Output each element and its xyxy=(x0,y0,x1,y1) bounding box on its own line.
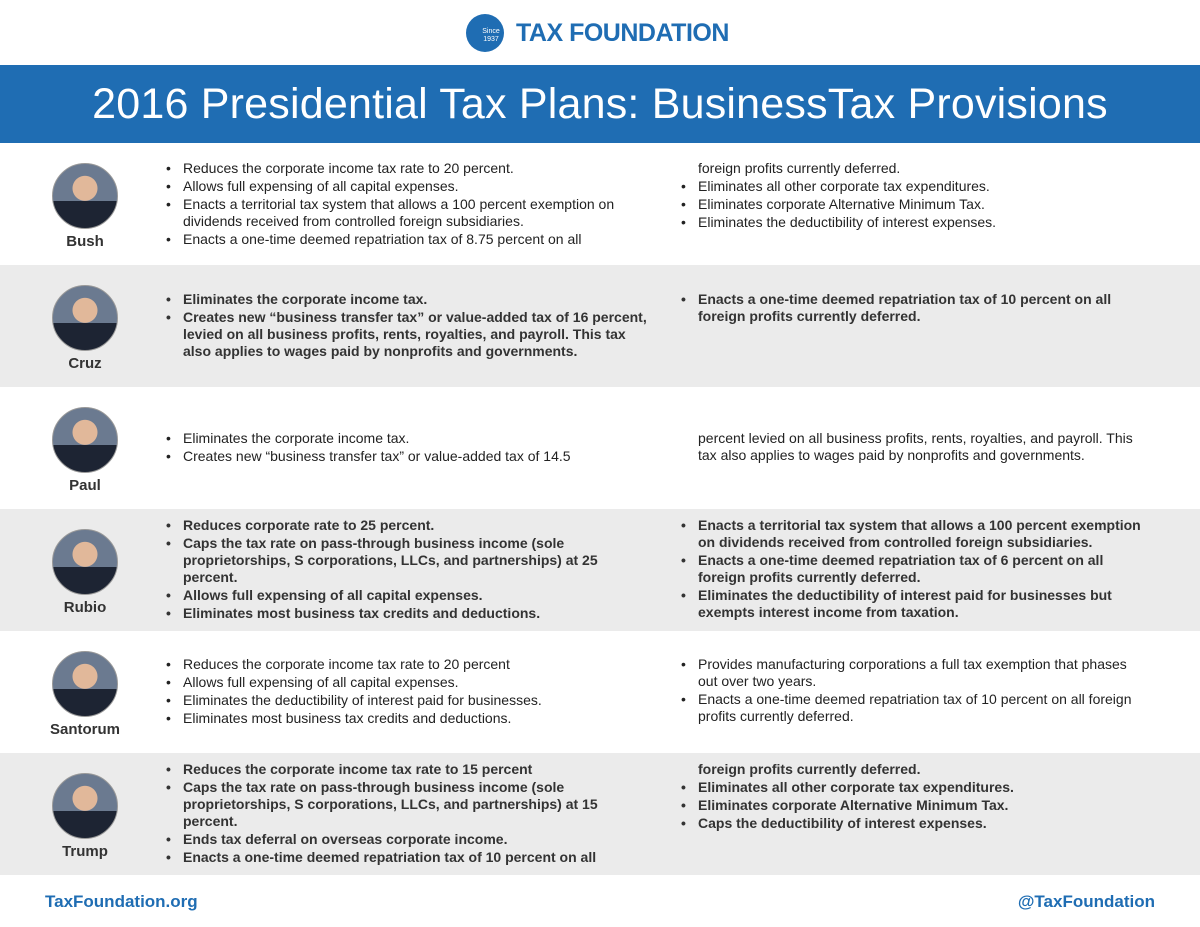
provision: Provides manufacturing corporations a fu… xyxy=(675,656,1145,690)
candidate-photo xyxy=(52,285,118,351)
provision: Allows full expensing of all capital exp… xyxy=(160,587,650,604)
left-column: Eliminates the corporate income tax.Crea… xyxy=(160,430,650,466)
provision: Creates new “business transfer tax” or v… xyxy=(160,309,650,360)
bullet-list: Enacts a one-time deemed repatriation ta… xyxy=(675,291,1145,325)
candidate-name: Trump xyxy=(62,843,108,860)
candidate-row: Bush Reduces the corporate income tax rat… xyxy=(0,143,1200,265)
provision: Enacts a territorial tax system that all… xyxy=(675,517,1145,551)
logo: Since 1937 TAX FOUNDATION xyxy=(466,12,729,54)
provision: Reduces the corporate income tax rate to… xyxy=(160,160,650,177)
candidate-row: Trump Reduces the corporate income tax ra… xyxy=(0,753,1200,875)
bullet-list: Eliminates all other corporate tax expen… xyxy=(675,779,1145,832)
bullet-list: Reduces the corporate income tax rate to… xyxy=(160,160,650,248)
provision: Eliminates the deductibility of interest… xyxy=(675,587,1145,621)
provision: Enacts a territorial tax system that all… xyxy=(160,196,650,230)
right-column: Enacts a territorial tax system that all… xyxy=(675,517,1145,622)
candidate: Cruz xyxy=(45,285,125,372)
candidate-name: Rubio xyxy=(63,599,107,616)
provisions: Reduces the corporate income tax rate to… xyxy=(160,761,1145,867)
provisions: Reduces the corporate income tax rate to… xyxy=(160,656,1145,728)
provision: Allows full expensing of all capital exp… xyxy=(160,178,650,195)
candidate-name: Paul xyxy=(69,477,101,494)
bullet-list: Enacts a territorial tax system that all… xyxy=(675,517,1145,621)
candidate: Santorum xyxy=(45,651,125,738)
logo-emblem: Since 1937 xyxy=(466,14,504,52)
provision: Eliminates the corporate income tax. xyxy=(160,291,650,308)
candidate: Rubio xyxy=(45,529,125,616)
provision: Reduces corporate rate to 25 percent. xyxy=(160,517,650,534)
candidate-photo xyxy=(52,163,118,229)
candidate-photo xyxy=(52,529,118,595)
right-column: foreign profits currently deferred. Elimi… xyxy=(675,761,1145,833)
bullet-list: Reduces the corporate income tax rate to… xyxy=(160,656,650,727)
provision: Reduces the corporate income tax rate to… xyxy=(160,656,650,673)
bullet-list: Provides manufacturing corporations a fu… xyxy=(675,656,1145,725)
provision: Enacts a one-time deemed repatriation ta… xyxy=(160,231,650,248)
provisions: Reduces the corporate income tax rate to… xyxy=(160,160,1145,249)
provision: Eliminates most business tax credits and… xyxy=(160,605,650,622)
provision: Caps the tax rate on pass-through busine… xyxy=(160,779,650,830)
provision: Caps the deductibility of interest expen… xyxy=(675,815,1145,832)
left-column: Reduces corporate rate to 25 percent.Cap… xyxy=(160,517,650,623)
candidate-name: Bush xyxy=(66,233,104,250)
provision: Eliminates all other corporate tax expen… xyxy=(675,178,1145,195)
logo-badge: Since xyxy=(482,28,500,35)
title: 2016 Presidential Tax Plans: BusinessTax… xyxy=(92,79,1108,128)
candidate-row: Paul Eliminates the corporate income tax.… xyxy=(0,387,1200,509)
provisions: Eliminates the corporate income tax.Crea… xyxy=(160,430,1145,466)
bullet-list: Reduces corporate rate to 25 percent.Cap… xyxy=(160,517,650,622)
left-column: Reduces the corporate income tax rate to… xyxy=(160,656,650,728)
provision: Eliminates corporate Alternative Minimum… xyxy=(675,196,1145,213)
bullet-list: Eliminates all other corporate tax expen… xyxy=(675,178,1145,231)
candidate-name: Santorum xyxy=(49,721,120,738)
provision: Enacts a one-time deemed repatriation ta… xyxy=(675,552,1145,586)
candidate-row: Cruz Eliminates the corporate income tax.… xyxy=(0,265,1200,387)
provision: Allows full expensing of all capital exp… xyxy=(160,674,650,691)
bullet-list: Reduces the corporate income tax rate to… xyxy=(160,761,650,866)
provision: Ends tax deferral on overseas corporate … xyxy=(160,831,650,848)
provision: Eliminates most business tax credits and… xyxy=(160,710,650,727)
provision: Eliminates the deductibility of interest… xyxy=(675,214,1145,231)
footer-website: TaxFoundation.org xyxy=(45,892,198,911)
bullet-list: Eliminates the corporate income tax.Crea… xyxy=(160,430,650,465)
provisions: Eliminates the corporate income tax.Crea… xyxy=(160,291,1145,361)
provision: Reduces the corporate income tax rate to… xyxy=(160,761,650,778)
candidate: Bush xyxy=(45,163,125,250)
footer-handle: @TaxFoundation xyxy=(1017,892,1155,911)
candidate: Trump xyxy=(45,773,125,860)
right-column: foreign profits currently deferred. Elimi… xyxy=(675,160,1145,232)
title-banner: 2016 Presidential Tax Plans: BusinessTax… xyxy=(0,65,1200,143)
logo-text: TAX FOUNDATION xyxy=(516,18,729,47)
candidate: Paul xyxy=(45,407,125,494)
provision: Enacts a one-time deemed repatriation ta… xyxy=(675,691,1145,725)
candidate-name: Cruz xyxy=(68,355,102,372)
candidate-photo xyxy=(52,651,118,717)
provisions: Reduces corporate rate to 25 percent.Cap… xyxy=(160,517,1145,623)
left-column: Eliminates the corporate income tax.Crea… xyxy=(160,291,650,361)
provision-continued: foreign profits currently deferred. xyxy=(698,761,921,777)
provision: Enacts a one-time deemed repatriation ta… xyxy=(160,849,650,866)
candidate-row: Rubio Reduces corporate rate to 25 percen… xyxy=(0,509,1200,631)
left-column: Reduces the corporate income tax rate to… xyxy=(160,761,650,867)
candidate-row: Santorum Reduces the corporate income tax… xyxy=(0,631,1200,753)
candidate-rows: Bush Reduces the corporate income tax rat… xyxy=(0,143,1200,875)
right-column: percent levied on all business profits, … xyxy=(675,430,1145,465)
right-column: Provides manufacturing corporations a fu… xyxy=(675,656,1145,726)
provision: Eliminates the deductibility of interest… xyxy=(160,692,650,709)
provision: Eliminates all other corporate tax expen… xyxy=(675,779,1145,796)
provision: Creates new “business transfer tax” or v… xyxy=(160,448,650,465)
left-column: Reduces the corporate income tax rate to… xyxy=(160,160,650,249)
provision: Caps the tax rate on pass-through busine… xyxy=(160,535,650,586)
provision: Eliminates the corporate income tax. xyxy=(160,430,650,447)
provision: Eliminates corporate Alternative Minimum… xyxy=(675,797,1145,814)
bullet-list: Eliminates the corporate income tax.Crea… xyxy=(160,291,650,360)
logo-badge: 1937 xyxy=(483,36,499,43)
candidate-photo xyxy=(52,407,118,473)
candidate-photo xyxy=(52,773,118,839)
right-column: Enacts a one-time deemed repatriation ta… xyxy=(675,291,1145,326)
provision-continued: percent levied on all business profits, … xyxy=(698,430,1133,463)
provision-continued: foreign profits currently deferred. xyxy=(698,159,901,176)
provision: Enacts a one-time deemed repatriation ta… xyxy=(675,291,1145,325)
